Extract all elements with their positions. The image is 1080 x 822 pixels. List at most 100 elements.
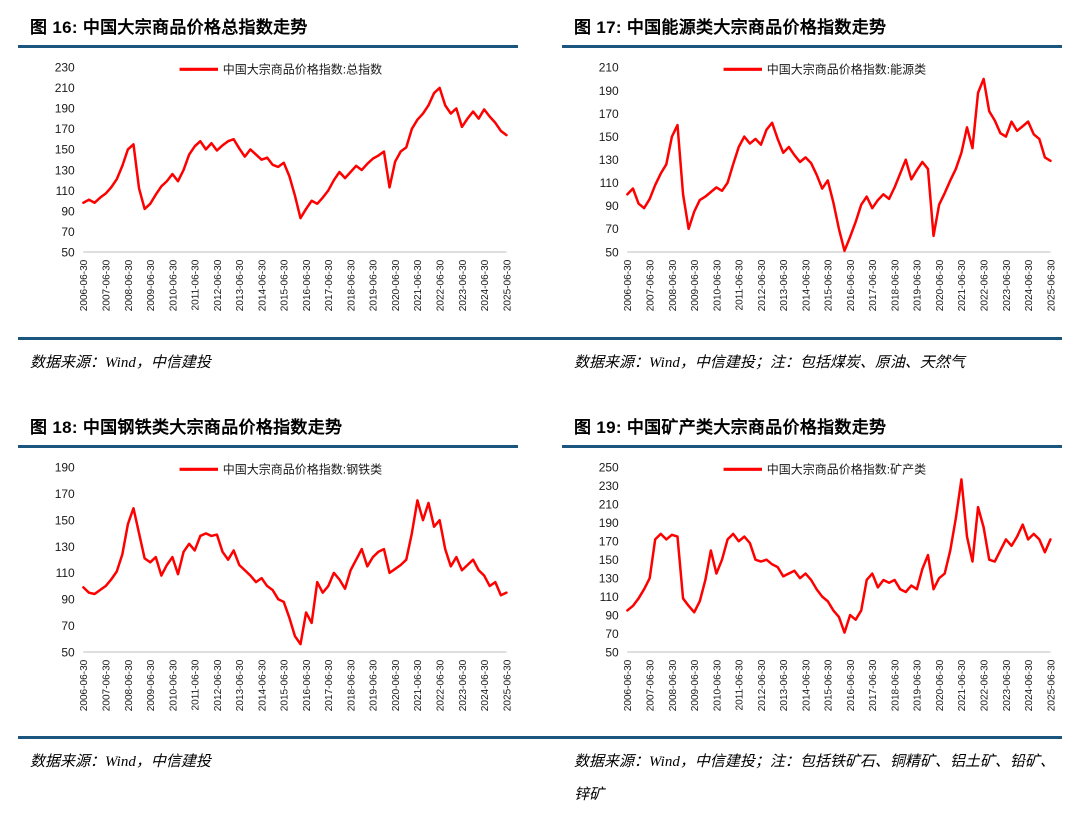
y-tick-label: 130	[55, 539, 75, 553]
x-tick-label: 2008-06-30	[124, 259, 135, 311]
x-tick-label: 2015-06-30	[280, 259, 291, 311]
figure-17-title-rule	[562, 45, 1062, 48]
x-tick-label: 2012-06-30	[213, 659, 224, 711]
x-tick-label: 2013-06-30	[779, 659, 790, 711]
top-sources-row: 数据来源：Wind，中信建投 数据来源：Wind，中信建投；注：包括煤炭、原油、…	[0, 340, 1080, 384]
x-tick-label: 2022-06-30	[980, 659, 991, 711]
x-tick-label: 2015-06-30	[824, 659, 835, 711]
figure-17-chart: 50 70 90 110 130 150 170 190 210 2006-06-30 2007-0…	[599, 61, 1058, 312]
x-tick-label: 2012-06-30	[757, 259, 768, 311]
x-tick-label: 2021-06-30	[957, 659, 968, 711]
figure-16-panel: 图 16: 中国大宗商品价格总指数走势 50 70 90 110 130 150 170 19…	[18, 0, 518, 337]
x-tick-label: 2012-06-30	[757, 659, 768, 711]
y-tick-label: 70	[61, 619, 75, 633]
x-tick-label: 2014-06-30	[801, 659, 812, 711]
x-tick-label: 2018-06-30	[346, 259, 357, 311]
y-tick-label: 110	[600, 590, 619, 604]
y-tick-label: 230	[599, 479, 619, 493]
x-tick-label: 2021-06-30	[413, 659, 424, 711]
x-tick-label: 2024-06-30	[1024, 259, 1035, 311]
y-tick-label: 150	[599, 553, 619, 567]
figure-16-chart: 50 70 90 110 130 150 170 190 210 230 2006-06-30 200…	[55, 61, 514, 312]
y-tick-label: 70	[61, 225, 75, 239]
x-tick-label: 2024-06-30	[480, 659, 491, 711]
figure-17-source: 数据来源：Wind，中信建投；注：包括煤炭、原油、天然气	[574, 354, 965, 371]
x-tick-label: 2016-06-30	[302, 659, 313, 711]
x-tick-label: 2009-06-30	[690, 259, 701, 311]
x-tick-label: 2020-06-30	[391, 259, 402, 311]
x-tick-label: 2014-06-30	[257, 659, 268, 711]
y-tick-label: 130	[55, 163, 75, 177]
y-tick-label: 190	[599, 84, 619, 98]
figure-19-title-rule	[562, 444, 1062, 448]
y-tick-label: 190	[55, 460, 75, 474]
bottom-sources-row: 数据来源：Wind，中信建投 数据来源：Wind，中信建投；注：包括铁矿石、铜精…	[0, 739, 1080, 816]
figure-17-panel: 图 17: 中国能源类大宗商品价格指数走势 50 70 90 110 130 150 170…	[562, 0, 1062, 337]
x-tick-label: 2023-06-30	[1002, 659, 1013, 711]
figure-18-panel: 图 18: 中国钢铁类大宗商品价格指数走势 50 70 90 110 130 150 170…	[18, 400, 518, 737]
x-tick-label: 2008-06-30	[124, 659, 135, 711]
x-tick-label: 2020-06-30	[935, 659, 946, 711]
x-tick-label: 2025-06-30	[502, 659, 513, 711]
x-tick-label: 2022-06-30	[436, 259, 447, 311]
series-line	[82, 86, 508, 220]
x-tick-label: 2024-06-30	[480, 259, 491, 311]
x-tick-label: 2014-06-30	[257, 259, 268, 311]
x-tick-label: 2008-06-30	[668, 259, 679, 311]
x-tick-label: 2019-06-30	[369, 259, 380, 311]
figure-17-title: 图 17: 中国能源类大宗商品价格指数走势	[574, 18, 887, 37]
figure-19-source: 数据来源：Wind，中信建投；注：包括铁矿石、铜精矿、铝土矿、铅矿、锌矿	[574, 754, 1055, 804]
figure-19-panel: 图 19: 中国矿产类大宗商品价格指数走势 50 70 90 110 130 150 170…	[562, 400, 1062, 737]
x-tick-label: 2013-06-30	[779, 259, 790, 311]
legend-label: 中国大宗商品价格指数:钢铁类	[223, 461, 382, 476]
x-tick-label: 2009-06-30	[146, 659, 157, 711]
top-charts-row: 图 16: 中国大宗商品价格总指数走势 50 70 90 110 130 150 170 19…	[0, 0, 1080, 337]
y-tick-label: 90	[61, 592, 75, 606]
y-tick-label: 130	[599, 153, 619, 167]
top-divider-rule	[18, 336, 1062, 340]
y-tick-label: 210	[599, 497, 619, 511]
x-tick-label: 2007-06-30	[102, 259, 113, 311]
x-tick-label: 2025-06-30	[502, 259, 513, 311]
y-tick-label: 210	[599, 61, 619, 75]
x-tick-label: 2010-06-30	[712, 259, 723, 311]
x-tick-label: 2011-06-30	[191, 659, 202, 710]
y-tick-label: 190	[599, 516, 619, 530]
y-tick-label: 90	[61, 204, 75, 218]
x-tick-label: 2025-06-30	[1046, 659, 1057, 711]
x-tick-label: 2020-06-30	[935, 259, 946, 311]
figure-18-source: 数据来源：Wind，中信建投	[30, 754, 211, 771]
x-tick-label: 2013-06-30	[235, 659, 246, 711]
x-tick-label: 2023-06-30	[458, 259, 469, 311]
y-tick-label: 110	[600, 176, 619, 190]
x-tick-label: 2006-06-30	[623, 659, 634, 711]
x-tick-label: 2011-06-30	[735, 259, 746, 310]
y-tick-label: 170	[55, 122, 75, 136]
x-tick-label: 2007-06-30	[102, 659, 113, 711]
bottom-divider-rule	[18, 736, 1062, 740]
figure-18-title-rule	[18, 444, 518, 448]
figure-19-title: 图 19: 中国矿产类大宗商品价格指数走势	[574, 417, 887, 437]
x-tick-label: 2015-06-30	[280, 659, 291, 711]
series-line	[82, 498, 508, 645]
x-tick-label: 2009-06-30	[690, 659, 701, 711]
x-tick-label: 2007-06-30	[646, 259, 657, 311]
x-tick-label: 2017-06-30	[868, 259, 879, 311]
y-tick-label: 190	[55, 102, 75, 116]
x-tick-label: 2008-06-30	[668, 659, 679, 711]
y-tick-label: 150	[599, 130, 619, 144]
x-tick-label: 2024-06-30	[1024, 659, 1035, 711]
x-tick-label: 2010-06-30	[168, 659, 179, 711]
legend-label: 中国大宗商品价格指数:总指数	[223, 62, 382, 77]
x-tick-label: 2013-06-30	[235, 259, 246, 311]
y-tick-label: 170	[55, 487, 75, 501]
y-tick-label: 210	[55, 81, 75, 95]
y-tick-label: 70	[605, 222, 619, 236]
x-tick-label: 2006-06-30	[623, 259, 634, 311]
y-tick-label: 70	[605, 626, 619, 640]
x-tick-label: 2019-06-30	[913, 659, 924, 711]
x-tick-label: 2022-06-30	[436, 659, 447, 711]
y-tick-label: 90	[605, 199, 619, 213]
x-tick-label: 2023-06-30	[1002, 259, 1013, 311]
